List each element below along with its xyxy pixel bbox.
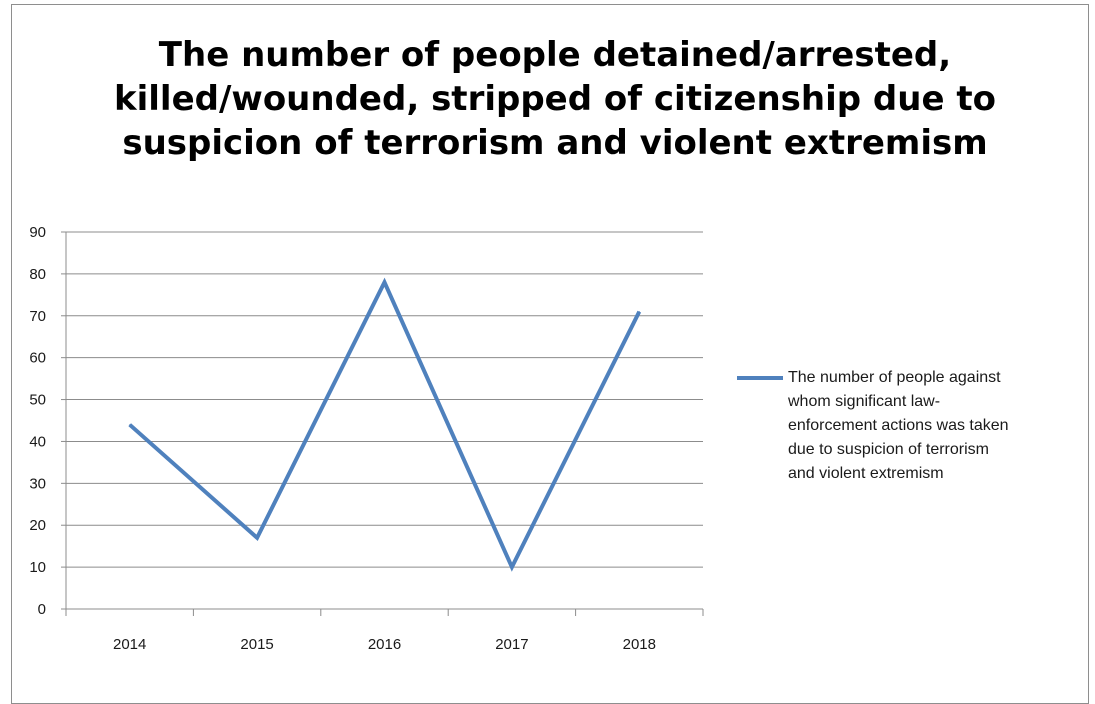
y-tick-label-60: 60 [29,350,46,367]
data-point-2017 [511,566,513,568]
y-tick-label-90: 90 [29,224,46,241]
data-point-2018 [638,311,640,313]
x-tick-label-2017: 2017 [495,636,528,653]
line-plot: 0 10 20 30 40 50 60 70 80 90 2014 2015 2016 2017 2018 [29,224,704,653]
y-tick-label-20: 20 [29,517,46,534]
data-point-2014 [129,424,131,426]
x-tick-label-2014: 2014 [113,636,146,653]
legend-label-line-5: and violent extremism [788,465,944,482]
x-tick-label-2016: 2016 [368,636,401,653]
y-tick-label-30: 30 [29,475,46,492]
legend-label-line-4: due to suspicion of terrorism [788,441,989,458]
series-line-0 [128,277,642,572]
chart-title-line-2: killed/wounded, stripped of citizenship … [114,79,996,119]
legend-swatch [737,376,783,380]
y-tick-label-70: 70 [29,308,46,325]
chart-title-line-3: suspicion of terrorism and violent extre… [122,123,988,163]
y-tick-label-40: 40 [29,433,46,450]
legend-label-line-2: whom significant law- [788,393,941,410]
x-tick-label-2018: 2018 [623,636,656,653]
y-tick-label-10: 10 [29,559,46,576]
chart-title-line-1: The number of people detained/arrested, [158,35,952,75]
chart-title: The number of people detained/arrested, … [40,33,1070,165]
chart-frame [11,4,1089,704]
legend-label-line-1: The number of people against [788,369,1001,386]
legend-label-line-3: enforcement actions was taken [788,417,1009,434]
data-point-2015 [256,537,258,539]
y-tick-label-0: 0 [38,601,46,618]
x-tick-label-2015: 2015 [240,636,273,653]
legend-label: The number of people against whom signif… [788,366,1088,486]
y-tick-label-80: 80 [29,266,46,283]
data-point-2016 [384,281,385,283]
y-tick-label-50: 50 [29,392,46,409]
